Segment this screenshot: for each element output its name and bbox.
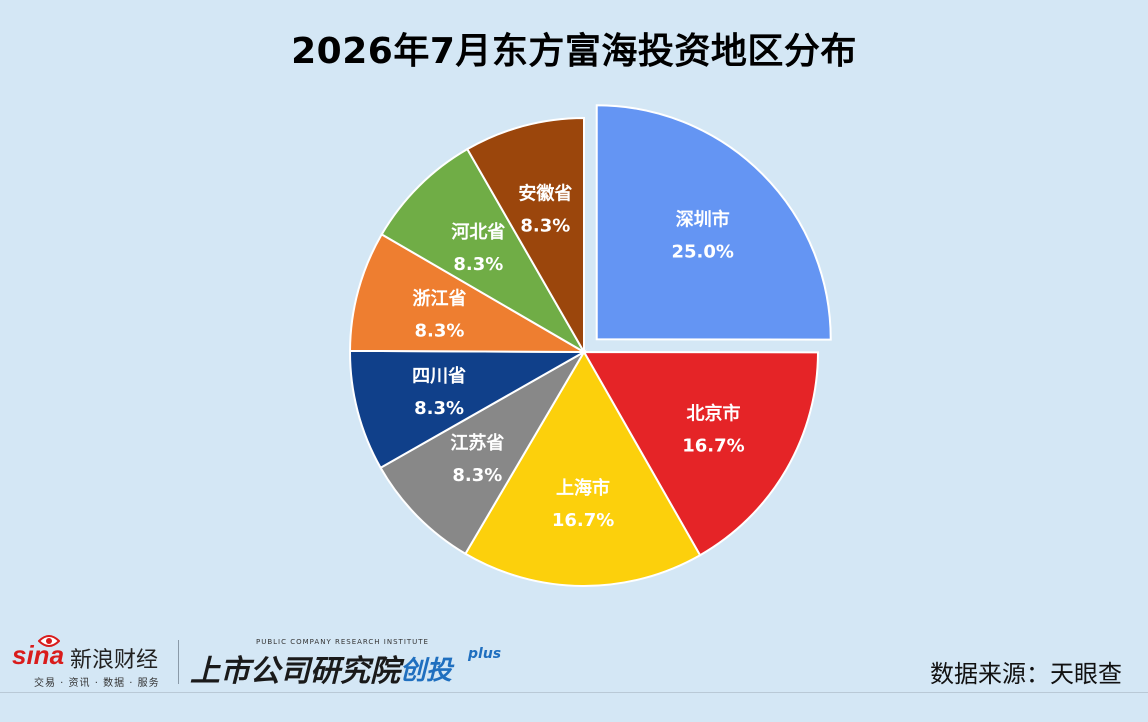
slice-value-5: 8.3% (415, 321, 465, 342)
slice-label-0: 深圳市 (676, 208, 730, 230)
slice-value-7: 8.3% (520, 215, 570, 236)
slice-label-1: 北京市 (686, 402, 740, 424)
institute-en: PUBLIC COMPANY RESEARCH INSTITUTE (256, 638, 429, 646)
footer-divider (0, 692, 1148, 693)
sina-tagline: 交易 · 资讯 · 数据 · 服务 (34, 678, 160, 689)
institute-cn: 上市公司研究院 (190, 654, 400, 689)
pie-slice-2 (464, 350, 702, 587)
chart-title: 2026年7月东方富海投资地区分布 (291, 31, 857, 72)
sina-finance-logo: sina 新浪财经 交易 · 资讯 · 数据 · 服务 (12, 635, 182, 689)
slice-label-4: 四川省 (412, 365, 466, 387)
slice-value-4: 8.3% (414, 398, 464, 419)
pie-slice-7 (465, 116, 585, 356)
slice-value-3: 8.3% (452, 465, 502, 486)
slice-label-7: 安徽省 (518, 182, 572, 204)
sina-brand: sina (12, 640, 65, 670)
slice-value-6: 8.3% (453, 254, 503, 275)
pie-slice-1 (582, 350, 820, 557)
data-source: 数据来源：天眼查 (930, 660, 1122, 688)
institute-sub: 创投 (400, 656, 453, 686)
slice-value-0: 25.0% (671, 241, 733, 262)
slice-label-6: 河北省 (451, 221, 505, 243)
institute-logo: PUBLIC COMPANY RESEARCH INSTITUTE 上市公司研究… (190, 636, 530, 690)
pie-slice-4 (349, 349, 588, 470)
institute-plus: plus (468, 646, 502, 662)
pie-slice-3 (379, 349, 587, 556)
slice-label-2: 上海市 (556, 477, 610, 499)
pie-slice-5 (348, 232, 588, 354)
slice-label-3: 江苏省 (450, 432, 504, 454)
slice-value-1: 16.7% (682, 435, 744, 456)
pie-slice-6 (380, 147, 587, 355)
pie-slice-0 (595, 104, 832, 341)
logo-divider (178, 640, 179, 684)
slice-label-5: 浙江省 (412, 288, 466, 310)
slice-value-2: 16.7% (552, 510, 614, 531)
eye-icon (38, 635, 60, 647)
sina-name: 新浪财经 (70, 648, 159, 673)
